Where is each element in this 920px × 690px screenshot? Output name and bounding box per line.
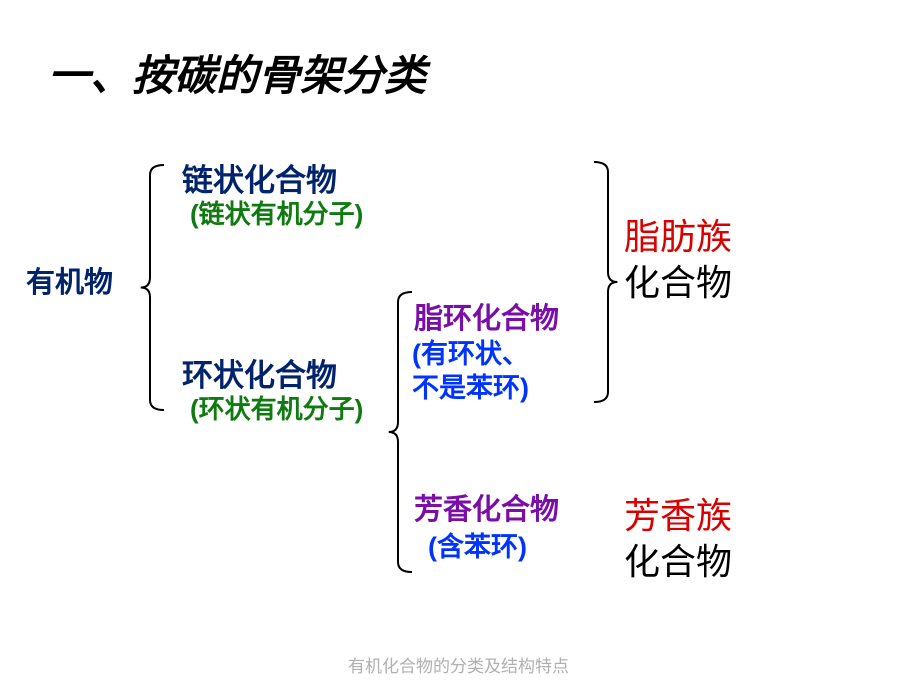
slide-title: 一、按碳的骨架分类 [48,42,426,103]
brace-2 [590,162,630,402]
node-ring-compound: 环状化合物 [182,357,337,394]
node-chain-compound: 链状化合物 [182,162,337,199]
brace-0 [132,165,172,410]
node-organic: 有机物 [26,266,113,301]
node-aromatic-red: 芳香族 [624,495,732,538]
footer-text: 有机化合物的分类及结构特点 [348,652,569,677]
node-aromatic-black: 化合物 [624,541,732,584]
node-aromatic-note: (含苯环) [428,531,527,563]
node-aliphatic-black: 化合物 [624,262,732,305]
node-chain-note: (链状有机分子) [190,199,363,230]
node-alicyclic-note1: (有环状、 [412,338,529,370]
node-ring-note: (环状有机分子) [190,394,363,425]
node-aromatic-compound: 芳香化合物 [414,493,559,528]
node-aliphatic-red: 脂肪族 [624,216,732,259]
node-alicyclic: 脂环化合物 [414,302,559,337]
node-alicyclic-note2: 不是苯环) [412,372,529,404]
brace-1 [380,292,420,572]
